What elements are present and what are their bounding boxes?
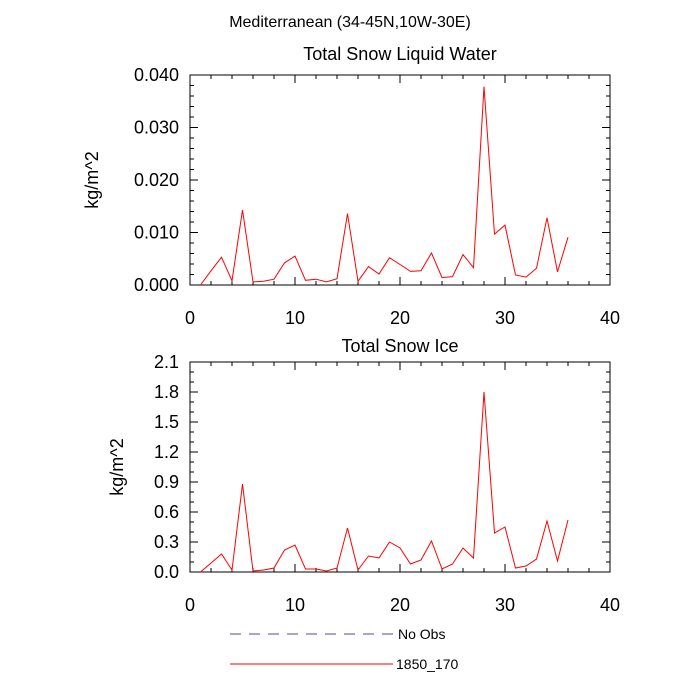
plot-area-bottom: 0 10 20 30 40 0.0 0.3 0.6 0.9 1.2 1.5 1.8 2.1: [154, 352, 620, 615]
x-tick-label-bottom: 20: [390, 595, 410, 615]
y-tick-label-bottom: 0.3: [154, 532, 179, 552]
chart-title-bottom: Total Snow Ice: [341, 336, 458, 356]
y-axis-label-top: kg/m^2: [82, 151, 102, 208]
x-tick-label-top: 20: [390, 308, 410, 328]
figure-title: Mediterranean (34-45N,10W-30E): [229, 14, 471, 31]
y-tick-label-top: 0.020: [134, 170, 179, 190]
legend-item-no-obs: No Obs: [230, 626, 445, 642]
legend-item-1850-170: 1850_170: [230, 656, 459, 672]
chart-bottom: Total Snow Ice kg/m^2 0 10 20 30 40 0.0 0.3 0.6…: [107, 336, 620, 615]
y-tick-label-bottom: 1.8: [154, 382, 179, 402]
plot-area-top: 0 10 20 30 40 0.000 0.010 0.020 0.030 0.040: [134, 65, 620, 328]
series-line-top: [200, 86, 569, 286]
chart-top: Total Snow Liquid Water kg/m^2 0 10 20 30 40…: [82, 44, 620, 328]
y-tick-label-bottom: 0.0: [154, 562, 179, 582]
legend-label-no-obs: No Obs: [398, 626, 445, 642]
y-tick-label-top: 0.010: [134, 223, 179, 243]
y-axis-label-bottom: kg/m^2: [107, 438, 127, 495]
y-tick-label-top: 0.040: [134, 65, 179, 85]
x-tick-label-top: 40: [600, 308, 620, 328]
y-tick-label-bottom: 1.5: [154, 412, 179, 432]
y-tick-label-bottom: 2.1: [154, 352, 179, 372]
y-tick-label-bottom: 0.9: [154, 472, 179, 492]
plot-frame-bottom: [189, 361, 611, 573]
x-tick-label-bottom: 0: [185, 595, 195, 615]
x-tick-label-bottom: 10: [285, 595, 305, 615]
plot-frame-top: [189, 74, 611, 286]
x-tick-label-bottom: 30: [495, 595, 515, 615]
x-tick-label-top: 10: [285, 308, 305, 328]
x-tick-label-top: 0: [185, 308, 195, 328]
legend: No Obs 1850_170: [230, 626, 459, 672]
x-tick-label-top: 30: [495, 308, 515, 328]
x-tick-label-bottom: 40: [600, 595, 620, 615]
y-tick-label-top: 0.000: [134, 275, 179, 295]
y-tick-label-bottom: 1.2: [154, 442, 179, 462]
y-tick-label-top: 0.030: [134, 118, 179, 138]
series-line-bottom: [200, 391, 569, 573]
y-tick-label-bottom: 0.6: [154, 502, 179, 522]
chart-title-top: Total Snow Liquid Water: [303, 44, 496, 64]
legend-label-1850-170: 1850_170: [396, 656, 459, 672]
